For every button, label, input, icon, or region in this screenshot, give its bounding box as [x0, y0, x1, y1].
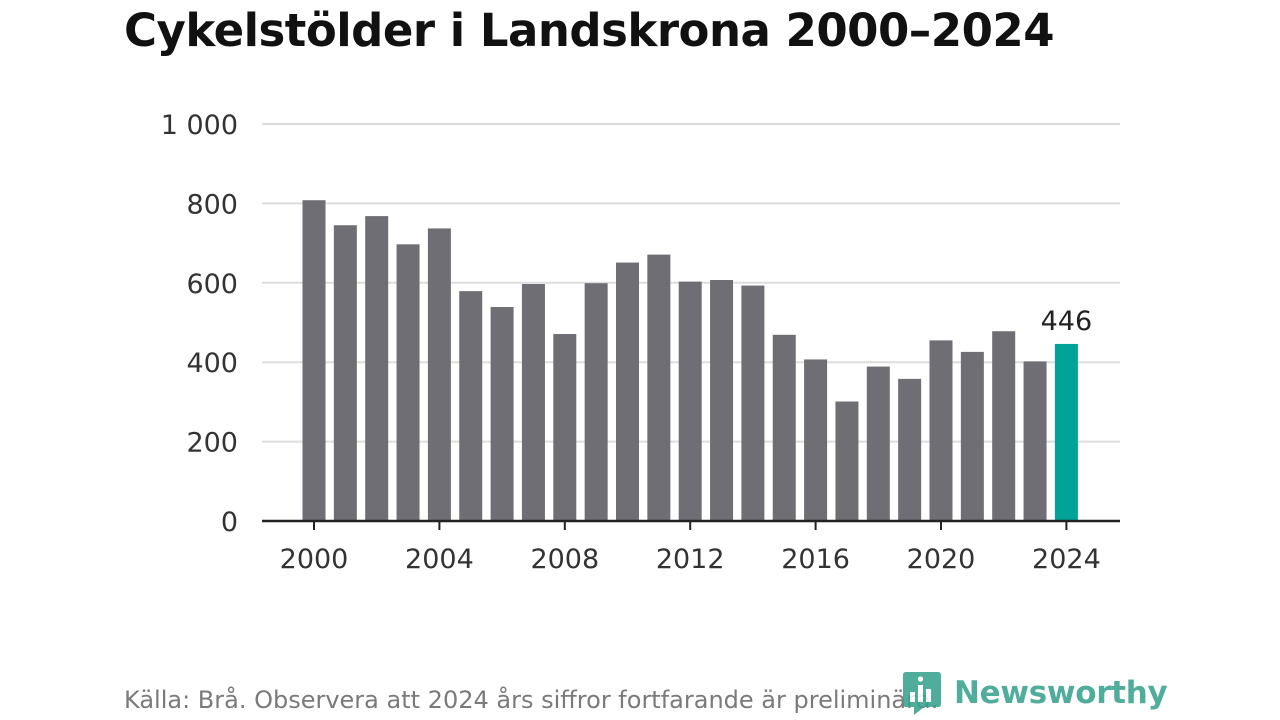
- bar: [710, 280, 734, 521]
- bar: [647, 254, 671, 522]
- bar: [302, 200, 326, 521]
- x-tick-label: 2000: [280, 544, 349, 575]
- bar-chart: 0 200 400 600 800 1 000 2000 2004 2008 2012 2016 20…: [161, 110, 1120, 575]
- bar: [521, 283, 545, 521]
- bar: [866, 366, 890, 521]
- bar: [835, 401, 859, 521]
- y-tick-label: 600: [186, 269, 238, 300]
- labels: 0 200 400 600 800 1 000 2000 2004 2008 2012 2016 20…: [161, 110, 1101, 575]
- bar: [992, 331, 1016, 521]
- bar: [898, 378, 922, 521]
- bar-highlight: [1054, 343, 1078, 521]
- bar: [365, 216, 389, 521]
- bar: [396, 244, 420, 522]
- data-label: 446: [1041, 306, 1093, 337]
- axes: [262, 519, 1120, 530]
- bar: [772, 334, 796, 521]
- bar: [678, 281, 702, 521]
- x-tick-label: 2004: [405, 544, 474, 575]
- chart-title: Cykelstölder i Landskrona 2000–2024: [124, 4, 1055, 57]
- y-tick-label: 400: [186, 348, 238, 379]
- bar: [490, 307, 514, 521]
- bar: [929, 340, 953, 521]
- y-tick-label: 0: [221, 507, 238, 538]
- source-note: Källa: Brå. Observera att 2024 års siffr…: [124, 686, 939, 714]
- bar: [584, 283, 608, 521]
- bar: [804, 359, 828, 521]
- brand-name: Newsworthy: [954, 675, 1168, 711]
- newsworthy-logo-icon: [903, 672, 941, 715]
- y-tick-label: 800: [186, 189, 238, 220]
- x-tick-label: 2012: [656, 544, 725, 575]
- x-tick-label: 2020: [907, 544, 976, 575]
- bar: [427, 228, 451, 521]
- bars: [302, 200, 1078, 522]
- x-tick-label: 2008: [530, 544, 599, 575]
- bar: [616, 262, 639, 521]
- bar: [333, 225, 357, 522]
- x-tick-label: 2016: [781, 544, 850, 575]
- x-tick-label: 2024: [1032, 544, 1101, 575]
- bar: [1023, 361, 1047, 521]
- bar: [459, 291, 483, 521]
- bar: [741, 285, 765, 521]
- y-tick-label: 200: [186, 428, 238, 459]
- y-tick-label: 1 000: [161, 110, 238, 141]
- bar: [553, 334, 577, 521]
- brand-logo: Newsworthy: [902, 670, 1168, 716]
- bar: [960, 351, 984, 521]
